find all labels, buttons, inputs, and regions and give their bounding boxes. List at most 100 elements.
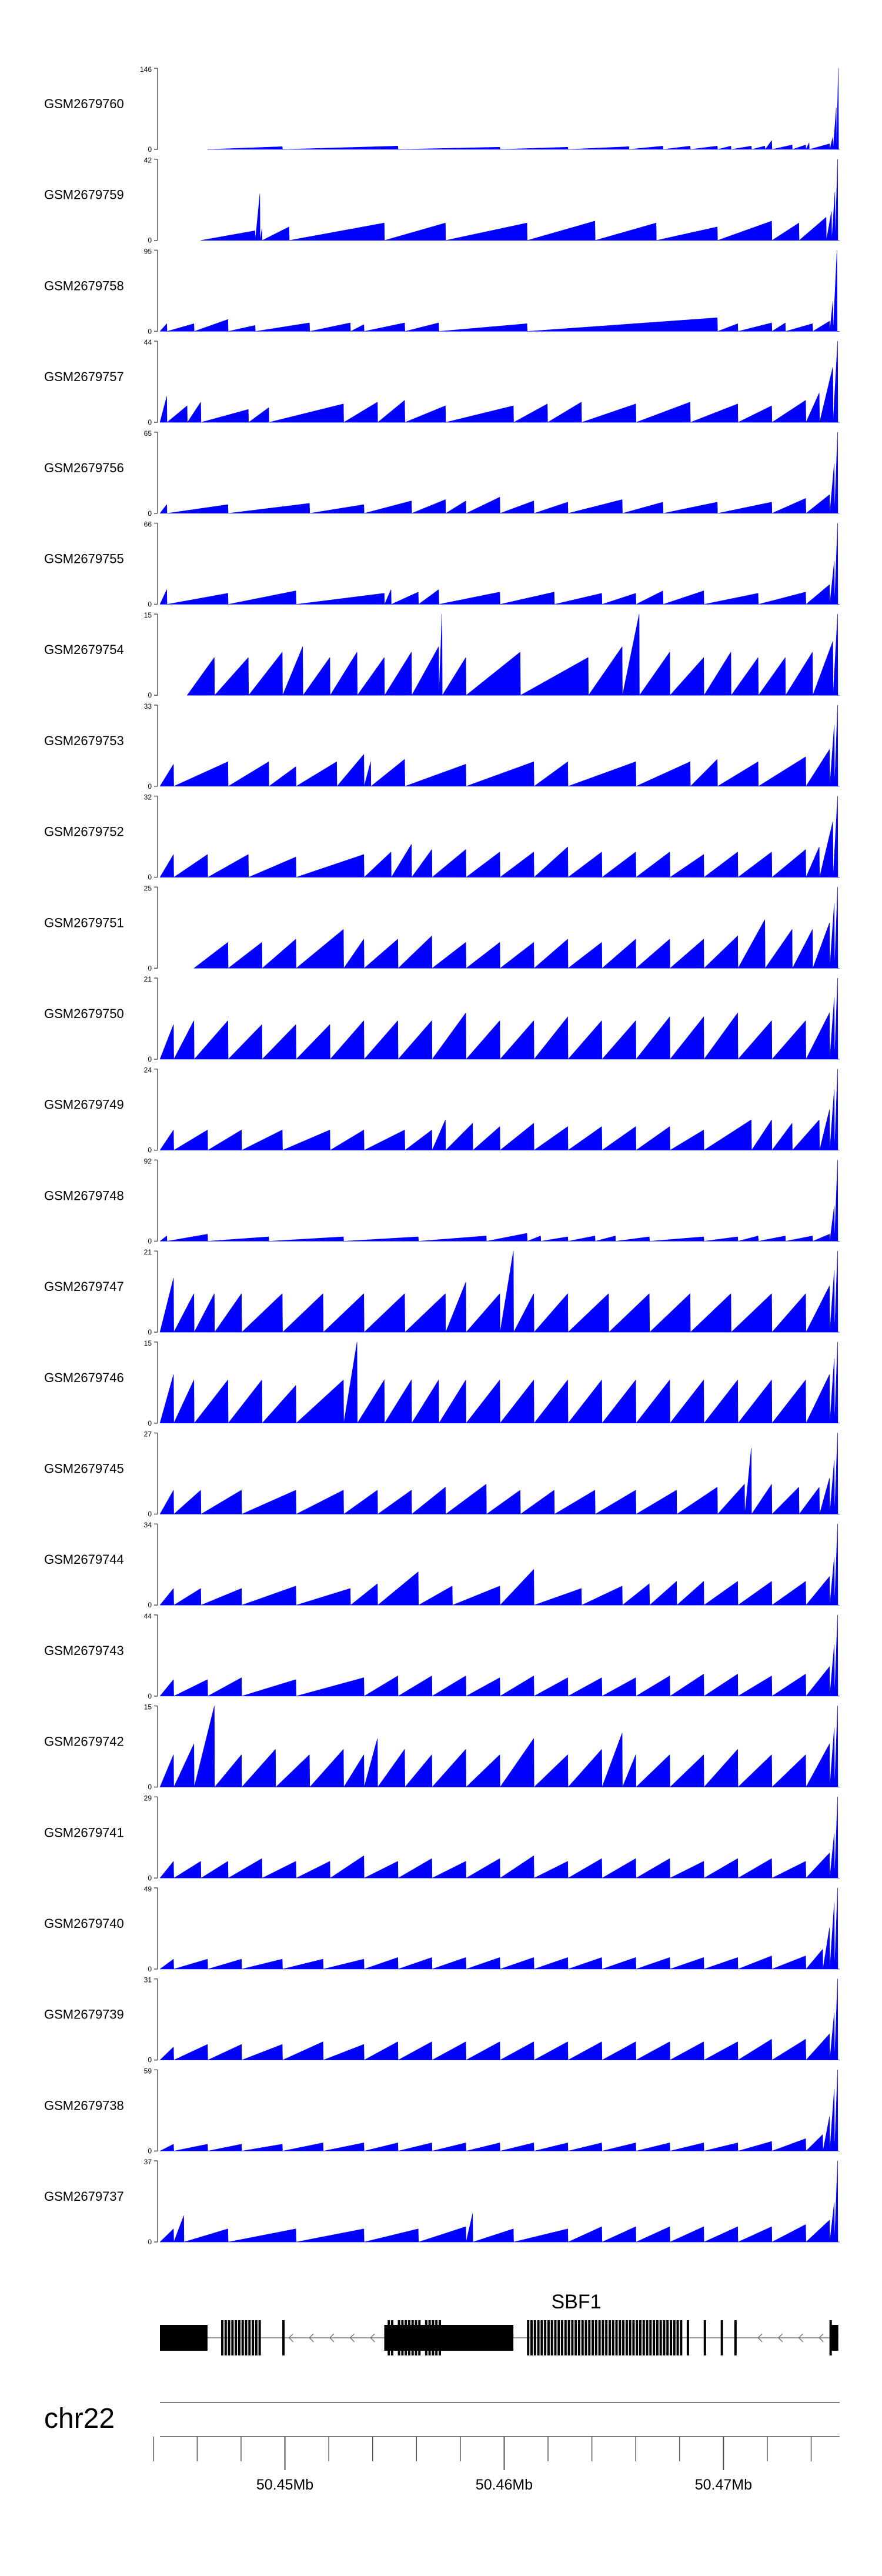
y-max-label: 37 xyxy=(144,2158,152,2166)
signal-tracks: GSM2679760 146 0 GSM2679759 42 0 GSM2679758 95 0… xyxy=(44,65,840,2246)
exon xyxy=(258,2320,261,2355)
exon xyxy=(571,2320,574,2355)
gene-track: SBF1 xyxy=(160,2291,838,2355)
y-min-label: 0 xyxy=(148,509,152,518)
exon xyxy=(252,2320,255,2355)
signal-area xyxy=(159,1342,840,1424)
exon xyxy=(598,2320,601,2355)
track-label: GSM2679747 xyxy=(44,1279,124,1294)
exon xyxy=(642,2320,645,2355)
exon xyxy=(248,2320,251,2355)
track-GSM2679752: GSM2679752 32 0 xyxy=(44,793,840,882)
track-label: GSM2679742 xyxy=(44,1734,124,1749)
signal-area xyxy=(159,1887,840,1970)
track-GSM2679749: GSM2679749 24 0 xyxy=(44,1066,840,1154)
y-min-label: 0 xyxy=(148,1237,152,1245)
signal-area xyxy=(186,614,840,696)
exon xyxy=(619,2320,622,2355)
track-GSM2679739: GSM2679739 31 0 xyxy=(44,1976,840,2064)
track-label: GSM2679743 xyxy=(44,1643,124,1658)
exon xyxy=(670,2320,672,2355)
strand-arrow xyxy=(309,2333,314,2343)
y-min-label: 0 xyxy=(148,782,152,790)
track-label: GSM2679759 xyxy=(44,188,124,202)
y-min-label: 0 xyxy=(148,1510,152,1519)
track-GSM2679746: GSM2679746 15 0 xyxy=(44,1339,840,1427)
exon xyxy=(527,2320,530,2355)
exon xyxy=(401,2320,404,2355)
y-max-label: 66 xyxy=(144,520,152,529)
signal-area xyxy=(159,1797,840,1878)
y-min-label: 0 xyxy=(148,2238,152,2246)
y-min-label: 0 xyxy=(148,418,152,426)
exon xyxy=(574,2320,577,2355)
track-GSM2679745: GSM2679745 27 0 xyxy=(44,1430,840,1519)
track-GSM2679742: GSM2679742 15 0 xyxy=(44,1703,840,1791)
track-label: GSM2679741 xyxy=(44,1825,124,1840)
y-min-label: 0 xyxy=(148,2056,152,2064)
exon xyxy=(592,2320,594,2355)
track-GSM2679744: GSM2679744 34 0 xyxy=(44,1521,840,1609)
exon xyxy=(581,2320,584,2355)
y-min-label: 0 xyxy=(148,145,152,154)
y-min-label: 0 xyxy=(148,1146,152,1154)
signal-area xyxy=(159,1614,840,1697)
exon xyxy=(238,2320,240,2355)
signal-area xyxy=(159,1069,840,1151)
y-max-label: 32 xyxy=(144,793,152,802)
exon xyxy=(425,2320,427,2355)
exon xyxy=(632,2320,635,2355)
axis-tick-label: 50.45Mb xyxy=(256,2477,313,2493)
y-max-label: 27 xyxy=(144,1430,152,1439)
gene-block xyxy=(160,2325,208,2351)
track-GSM2679756: GSM2679756 65 0 xyxy=(44,429,840,518)
signal-area xyxy=(159,432,840,514)
track-GSM2679760: GSM2679760 146 0 xyxy=(44,65,840,154)
exon xyxy=(282,2320,285,2355)
exon xyxy=(703,2320,706,2355)
exon xyxy=(544,2320,547,2355)
signal-area xyxy=(159,341,840,423)
exon xyxy=(734,2320,737,2355)
y-min-label: 0 xyxy=(148,327,152,335)
y-min-label: 0 xyxy=(148,1783,152,1791)
track-GSM2679754: GSM2679754 15 0 xyxy=(44,611,840,699)
gene-name: SBF1 xyxy=(551,2291,601,2313)
exon xyxy=(561,2320,564,2355)
track-label: GSM2679738 xyxy=(44,2098,124,2113)
strand-arrow xyxy=(329,2333,335,2343)
exon xyxy=(639,2320,642,2355)
track-label: GSM2679750 xyxy=(44,1006,124,1021)
y-min-label: 0 xyxy=(148,2147,152,2155)
y-max-label: 65 xyxy=(144,429,152,438)
strand-arrow xyxy=(798,2333,804,2343)
y-min-label: 0 xyxy=(148,1055,152,1063)
y-max-label: 21 xyxy=(144,1248,152,1256)
exon xyxy=(397,2320,400,2355)
track-label: GSM2679745 xyxy=(44,1461,124,1476)
y-max-label: 59 xyxy=(144,2067,152,2075)
gene-block xyxy=(831,2325,838,2351)
y-min-label: 0 xyxy=(148,1419,152,1427)
track-label: GSM2679740 xyxy=(44,1916,124,1931)
exon xyxy=(653,2320,656,2355)
signal-area xyxy=(159,977,840,1060)
track-GSM2679743: GSM2679743 44 0 xyxy=(44,1612,840,1700)
y-min-label: 0 xyxy=(148,691,152,699)
exon xyxy=(547,2320,550,2355)
y-max-label: 33 xyxy=(144,702,152,710)
signal-area xyxy=(159,523,840,605)
exon xyxy=(636,2320,639,2355)
y-max-label: 25 xyxy=(144,884,152,892)
signal-area xyxy=(159,1978,840,2061)
track-GSM2679738: GSM2679738 59 0 xyxy=(44,2067,840,2155)
exon xyxy=(649,2320,652,2355)
y-min-label: 0 xyxy=(148,236,152,245)
exon xyxy=(540,2320,543,2355)
genomic-axis: chr22 50.45Mb 50.46Mb 50.47Mb xyxy=(44,2402,840,2493)
signal-area xyxy=(159,2070,840,2151)
signal-area xyxy=(159,1524,840,1606)
exon xyxy=(533,2320,536,2355)
exon xyxy=(622,2320,625,2355)
y-min-label: 0 xyxy=(148,964,152,972)
